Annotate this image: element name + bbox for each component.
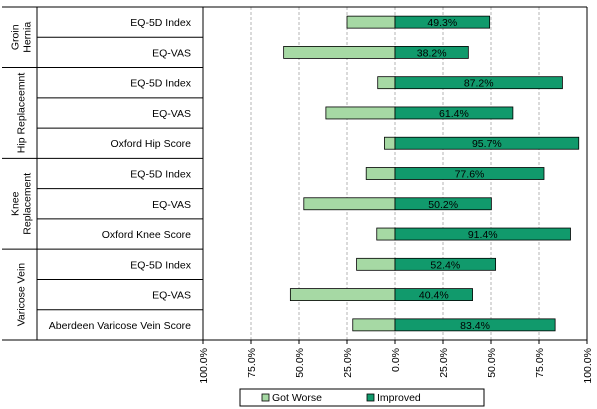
category-label: Oxford Knee Score: [102, 229, 191, 241]
bar-got-worse: [365, 167, 396, 180]
legend-swatch: [261, 393, 270, 402]
x-tick-label: 25.0%: [438, 348, 450, 378]
category-label: EQ-VAS: [152, 108, 191, 120]
x-tick-label: 0.0%: [390, 348, 402, 372]
category-label: EQ-5D Index: [130, 17, 191, 29]
legend-box: [239, 388, 485, 407]
legend-label: Improved: [377, 392, 421, 404]
data-label: 49.3%: [427, 17, 457, 29]
bar-improved: [394, 106, 514, 120]
x-tick-label: 50.0%: [486, 348, 498, 378]
group-label: Varicose Vein: [16, 263, 28, 327]
bar-got-worse: [283, 46, 396, 59]
bar-improved: [394, 76, 563, 90]
category-label: EQ-5D Index: [130, 169, 191, 181]
bar-improved: [394, 227, 571, 241]
data-label: 61.4%: [439, 108, 469, 120]
bar-got-worse: [376, 227, 396, 241]
group-label: Groin: [10, 24, 22, 50]
x-tick-label: 75.0%: [534, 348, 546, 378]
bar-got-worse: [352, 318, 396, 332]
bar-improved: [394, 15, 491, 29]
bar-improved: [394, 318, 556, 332]
category-label: EQ-5D Index: [130, 78, 191, 90]
data-label: 77.6%: [455, 169, 485, 181]
category-label: EQ-VAS: [152, 47, 191, 59]
category-label: EQ-VAS: [152, 290, 191, 302]
bar-got-worse: [346, 15, 396, 29]
x-tick-label: 100.0%: [582, 348, 594, 384]
legend-swatch: [366, 393, 375, 402]
bar-improved: [394, 136, 580, 150]
data-label: 91.4%: [468, 229, 498, 241]
bar-got-worse: [303, 197, 396, 211]
bar-improved: [394, 288, 473, 301]
bar-improved: [394, 197, 492, 211]
data-label: 52.4%: [430, 259, 460, 271]
bar-got-worse: [377, 76, 396, 90]
x-tick-label: 75.0%: [246, 348, 258, 378]
data-label: 38.2%: [417, 47, 447, 59]
group-label: Hernia: [22, 22, 34, 53]
group-label: Knee: [10, 191, 22, 216]
x-tick-label: 100.0%: [198, 348, 210, 384]
category-label: Aberdeen Varicose Vein Score: [49, 320, 191, 332]
bar-got-worse: [325, 106, 396, 120]
category-label: EQ-5D Index: [130, 259, 191, 271]
legend-label: Got Worse: [272, 392, 322, 404]
bar-got-worse: [384, 136, 396, 150]
bar-improved: [394, 257, 497, 271]
x-tick-label: 50.0%: [294, 348, 306, 378]
bar-improved: [394, 46, 469, 59]
bar-got-worse: [356, 257, 396, 271]
category-label: EQ-VAS: [152, 199, 191, 211]
data-label: 83.4%: [460, 320, 490, 332]
x-tick-label: 25.0%: [342, 348, 354, 378]
bar-got-worse: [289, 288, 396, 301]
category-label: Oxford Hip Score: [110, 138, 191, 150]
data-label: 50.2%: [428, 199, 458, 211]
data-label: 87.2%: [464, 78, 494, 90]
group-label: Replacement: [22, 173, 34, 235]
bar-improved: [394, 167, 545, 180]
data-label: 40.4%: [419, 290, 449, 302]
group-label: Hip Replaceemnt: [16, 73, 28, 154]
data-label: 95.7%: [472, 138, 502, 150]
